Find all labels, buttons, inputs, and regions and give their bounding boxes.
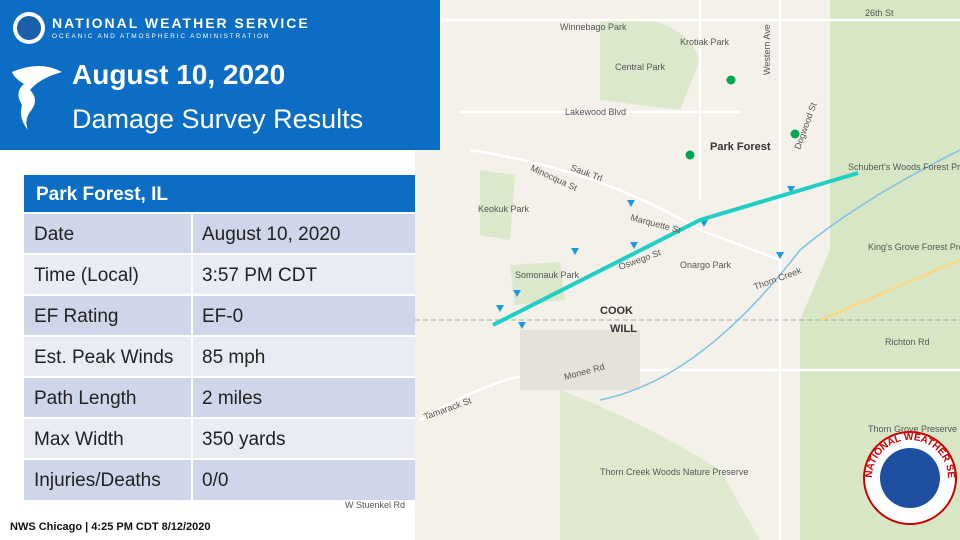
table-row bbox=[24, 295, 415, 336]
table-title-bar bbox=[24, 175, 415, 213]
map: Park Forest Winnebago Park Krotiak Park … bbox=[345, 0, 960, 540]
map-label: Onargo Park bbox=[680, 260, 732, 270]
cell-value: August 10, 2020 bbox=[202, 224, 340, 245]
date-heading: August 10, 2020 bbox=[72, 59, 285, 90]
table-row bbox=[24, 254, 415, 295]
damage-markers bbox=[496, 186, 795, 329]
marker bbox=[776, 252, 784, 259]
street bbox=[469, 148, 781, 262]
tornado-track bbox=[492, 171, 859, 327]
logo-center bbox=[880, 448, 940, 508]
cell-label: Time (Local) bbox=[34, 265, 139, 286]
marker bbox=[630, 242, 638, 249]
table: Park Forest, IL Date August 10, 2020 Time … bbox=[24, 175, 415, 500]
map-label: Central Park bbox=[615, 62, 666, 72]
cell-value: 350 yards bbox=[202, 429, 285, 450]
marker bbox=[787, 186, 795, 193]
cell-value: 2 miles bbox=[202, 388, 262, 409]
cell-value: 0/0 bbox=[202, 470, 228, 491]
map-label: Thorn Grove Preserve bbox=[868, 424, 957, 434]
marker bbox=[571, 248, 579, 255]
map-label: Western Ave bbox=[762, 24, 772, 75]
map-label: Park Forest bbox=[710, 141, 771, 153]
damage-points bbox=[685, 75, 800, 160]
park bbox=[480, 170, 515, 240]
map-label: Richton Rd bbox=[885, 337, 930, 347]
map-label: Thorn Creek Woods Nature Preserve bbox=[600, 467, 748, 477]
footer: NWS Chicago | 4:25 PM CDT 8/12/2020 bbox=[10, 521, 211, 533]
map-label: Lakewood Blvd bbox=[565, 107, 626, 117]
map-label: Schubert's Woods Forest Preserve bbox=[848, 162, 960, 172]
table-row bbox=[24, 377, 415, 418]
cell-value: 3:57 PM CDT bbox=[202, 265, 317, 286]
table-row bbox=[24, 459, 415, 500]
highway bbox=[819, 258, 960, 322]
marker bbox=[513, 290, 521, 297]
table-row bbox=[24, 336, 415, 377]
park bbox=[600, 18, 700, 110]
cell-label: Max Width bbox=[34, 429, 124, 450]
map-label: Winnebago Park bbox=[560, 22, 627, 32]
marker bbox=[700, 220, 708, 227]
table-row bbox=[24, 213, 415, 254]
marker bbox=[518, 322, 526, 329]
map-label: Krotiak Park bbox=[680, 37, 730, 47]
subagency: OCEANIC AND ATMOSPHERIC ADMINISTRATION bbox=[52, 33, 270, 40]
map-label: Somonauk Park bbox=[515, 270, 580, 280]
map-label: WILL bbox=[610, 323, 637, 335]
table-title: Park Forest, IL bbox=[36, 184, 168, 205]
cell-label: Est. Peak Winds bbox=[34, 347, 173, 368]
marker bbox=[627, 200, 635, 207]
tornado-icon bbox=[12, 66, 62, 130]
map-label: King's Grove Forest Preserve bbox=[868, 242, 960, 252]
map-label: 26th St bbox=[865, 8, 894, 18]
cell-value: EF-0 bbox=[202, 306, 243, 327]
cell-label: Injuries/Deaths bbox=[34, 470, 161, 491]
header-panel bbox=[0, 0, 440, 150]
map-label: W Stuenkel Rd bbox=[345, 500, 405, 510]
point bbox=[726, 75, 736, 85]
title: Damage Survey Results bbox=[72, 104, 363, 134]
map-label: Keokuk Park bbox=[478, 204, 530, 214]
cell-label: EF Rating bbox=[34, 306, 118, 327]
table-row bbox=[24, 418, 415, 459]
park bbox=[510, 262, 565, 305]
cell-value: 85 mph bbox=[202, 347, 265, 368]
map-label: COOK bbox=[600, 305, 633, 317]
agency: NATIONAL WEATHER SERVICE bbox=[52, 15, 310, 31]
forest bbox=[800, 0, 960, 540]
point bbox=[790, 129, 800, 139]
cell-label: Date bbox=[34, 224, 74, 245]
marker bbox=[496, 305, 504, 312]
subdivision bbox=[520, 330, 640, 390]
creek bbox=[599, 149, 960, 401]
point bbox=[685, 150, 695, 160]
cell-label: Path Length bbox=[34, 388, 136, 409]
forest bbox=[560, 390, 760, 540]
noaa-logo-inner bbox=[17, 16, 41, 40]
